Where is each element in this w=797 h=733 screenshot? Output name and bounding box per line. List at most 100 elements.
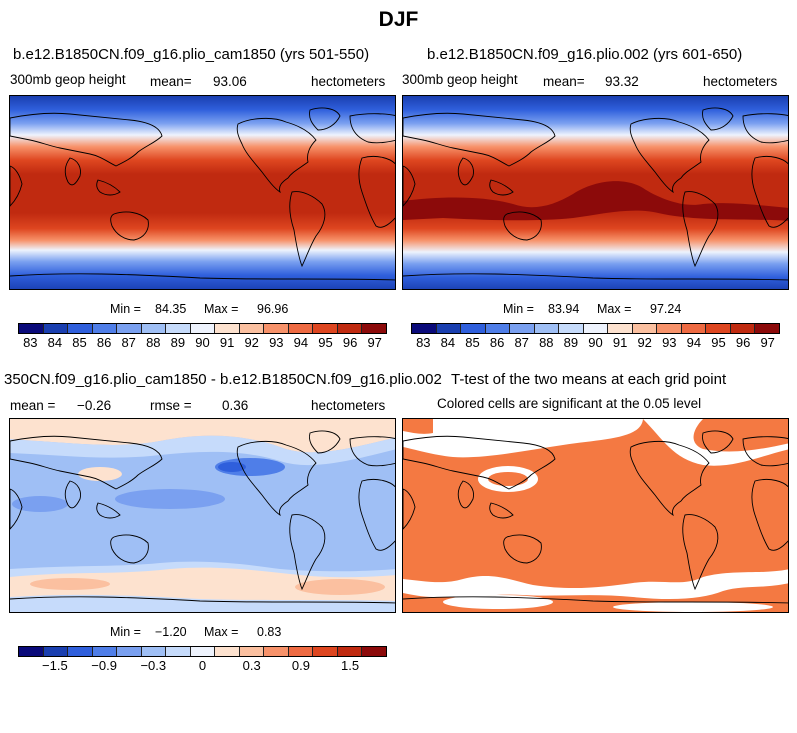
coastline <box>64 480 81 509</box>
coastline <box>289 191 326 268</box>
panel1-map <box>9 95 396 290</box>
coastline <box>358 155 395 228</box>
coastline <box>457 480 474 509</box>
coastline <box>457 157 474 186</box>
panel2-min-label: Min = <box>503 302 534 316</box>
figure-title: DJF <box>378 8 419 31</box>
panel3-units: hectometers <box>311 398 386 413</box>
colorbar-swatch <box>117 324 142 333</box>
colorbar-swatch <box>436 324 462 333</box>
panel1-max-value: 96.96 <box>257 302 289 316</box>
panel2-mean-value: 93.32 <box>605 74 639 89</box>
colorbar-label: 85 <box>465 335 480 350</box>
coastline <box>236 117 317 194</box>
panel3-min-value: −1.20 <box>155 625 187 639</box>
coastline <box>64 157 81 186</box>
colorbar-swatch <box>264 647 289 656</box>
colorbar-swatch <box>166 647 191 656</box>
panel3-max-value: 0.83 <box>257 625 282 639</box>
coastline <box>110 534 149 564</box>
colorbar-label: 90 <box>195 335 210 350</box>
colorbar-label: 0.9 <box>291 658 310 673</box>
colorbar-swatch <box>239 324 265 333</box>
coastline <box>751 155 788 228</box>
colorbar-swatch <box>43 647 69 656</box>
coastline <box>503 534 542 564</box>
colorbar-label: 93 <box>662 335 677 350</box>
colorbar-swatch <box>337 324 363 333</box>
colorbar-swatch <box>141 324 167 333</box>
coastline <box>10 596 395 604</box>
panel4-title: T-test of the two means at each grid poi… <box>451 371 727 388</box>
coastline <box>10 112 163 167</box>
colorbar-swatch <box>362 647 386 656</box>
panel2-units: hectometers <box>703 74 778 89</box>
coastline <box>110 211 149 241</box>
coastline <box>489 179 514 196</box>
colorbar-label: 83 <box>23 335 38 350</box>
colorbar-swatch <box>141 647 167 656</box>
colorbar-swatch <box>559 324 584 333</box>
panel1-title: b.e12.B1850CN.f09_g16.plio_cam1850 (yrs … <box>13 46 370 63</box>
colorbar-label: 92 <box>244 335 259 350</box>
colorbar-swatch <box>190 647 216 656</box>
colorbar-swatch <box>43 324 69 333</box>
colorbar-label: 96 <box>342 335 358 350</box>
colorbar-label: 93 <box>269 335 284 350</box>
colorbar-swatch <box>19 324 44 333</box>
colorbar-swatch <box>92 324 118 333</box>
coastline <box>10 273 395 281</box>
coastline <box>96 179 121 196</box>
colorbar-swatch <box>215 324 240 333</box>
coastline <box>489 502 514 519</box>
colorbar-swatch <box>485 324 511 333</box>
colorbar-label: 86 <box>96 335 112 350</box>
coastline <box>236 440 317 517</box>
coastline <box>702 430 734 454</box>
colorbar-swatch <box>288 647 314 656</box>
colorbar-swatch <box>706 324 731 333</box>
colorbar-swatch <box>510 324 535 333</box>
panel2-max-label: Max = <box>597 302 632 316</box>
colorbar-label: 90 <box>588 335 603 350</box>
colorbar-label: −1.5 <box>42 658 68 673</box>
colorbar-swatch <box>412 324 437 333</box>
colorbar-label: −0.3 <box>140 658 167 673</box>
coastline <box>629 440 710 517</box>
colorbar-label: 85 <box>72 335 87 350</box>
coastline <box>309 107 341 131</box>
colorbar-label: 91 <box>219 335 235 350</box>
colorbar-label: 84 <box>47 335 63 350</box>
panel1-min-value: 84.35 <box>155 302 187 316</box>
colorbar-label: 0 <box>198 658 207 673</box>
colorbar-swatch <box>730 324 756 333</box>
colorbar-swatch <box>313 647 338 656</box>
panel3-max-label: Max = <box>204 625 239 639</box>
colorbar-label: 97 <box>760 335 775 350</box>
coastline <box>403 165 416 207</box>
coastline <box>349 113 395 144</box>
coastline <box>10 165 23 207</box>
coastline <box>358 478 395 551</box>
colorbar-label: 95 <box>711 335 726 350</box>
colorbar-label: 97 <box>367 335 382 350</box>
colorbar-label: 91 <box>612 335 628 350</box>
colorbar-swatch <box>239 647 265 656</box>
coastline <box>309 430 341 454</box>
panel2-title: b.e12.B1850CN.f09_g16.plio.002 (yrs 601-… <box>427 46 743 63</box>
panel1-min-label: Min = <box>110 302 141 316</box>
panel1-units: hectometers <box>311 74 386 89</box>
panel3-map <box>9 418 396 613</box>
coastline <box>503 211 542 241</box>
coastline <box>682 514 719 591</box>
panel1-mean-value: 93.06 <box>213 74 247 89</box>
colorbar-swatch <box>632 324 658 333</box>
colorbar-swatch <box>337 647 363 656</box>
panel3-min-label: Min = <box>110 625 141 639</box>
panel1-colorbar <box>18 323 387 334</box>
coastline <box>751 478 788 551</box>
colorbar-swatch <box>313 324 338 333</box>
coastline <box>96 502 121 519</box>
colorbar-label: 96 <box>735 335 751 350</box>
colorbar-swatch <box>215 647 240 656</box>
